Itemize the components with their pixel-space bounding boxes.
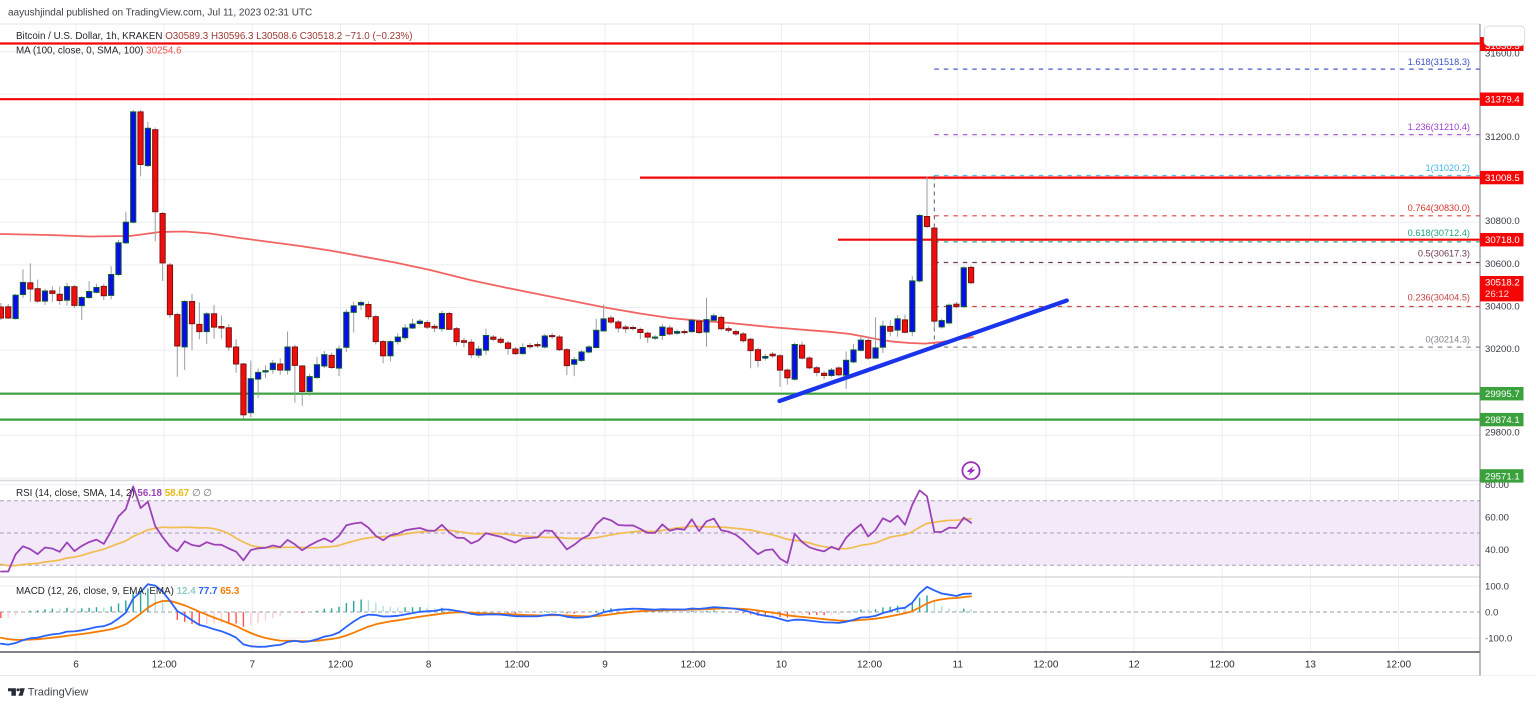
svg-text:0.5(30617.3): 0.5(30617.3) <box>1418 248 1470 258</box>
svg-text:10: 10 <box>776 660 788 671</box>
svg-text:30800.0: 30800.0 <box>1485 216 1520 227</box>
svg-text:31638.3: 31638.3 <box>1485 41 1520 52</box>
svg-text:80.00: 80.00 <box>1485 480 1509 491</box>
svg-text:0(30214.3): 0(30214.3) <box>1426 335 1470 345</box>
svg-text:30600.0: 30600.0 <box>1485 259 1520 270</box>
svg-text:30400.0: 30400.0 <box>1485 302 1520 313</box>
svg-text:30200.0: 30200.0 <box>1485 344 1520 355</box>
svg-text:12:00: 12:00 <box>681 660 706 671</box>
svg-text:12: 12 <box>1128 660 1140 671</box>
svg-text:8: 8 <box>426 660 432 671</box>
svg-text:60.00: 60.00 <box>1485 513 1509 524</box>
svg-text:0.0: 0.0 <box>1485 608 1498 619</box>
svg-text:29571.1: 29571.1 <box>1485 471 1520 482</box>
svg-text:13: 13 <box>1305 660 1317 671</box>
svg-text:26:12: 26:12 <box>1485 289 1509 300</box>
svg-text:12:00: 12:00 <box>328 660 353 671</box>
svg-text:0.236(30404.5): 0.236(30404.5) <box>1408 292 1470 302</box>
svg-text:Bitcoin / U.S. Dollar, 1h, KRA: Bitcoin / U.S. Dollar, 1h, KRAKEN O30589… <box>16 31 413 42</box>
svg-text:1(31020.2): 1(31020.2) <box>1426 163 1470 173</box>
svg-text:29874.1: 29874.1 <box>1485 415 1520 426</box>
svg-text:12:00: 12:00 <box>857 660 882 671</box>
svg-text:11: 11 <box>953 660 964 671</box>
svg-text:12:00: 12:00 <box>1210 660 1235 671</box>
svg-text:RSI (14, close, SMA, 14, 2) 56: RSI (14, close, SMA, 14, 2) 56.18 58.67 … <box>16 488 212 499</box>
svg-text:29800.0: 29800.0 <box>1485 428 1520 439</box>
svg-text:100.0: 100.0 <box>1485 582 1509 593</box>
svg-text:1.236(31210.4): 1.236(31210.4) <box>1408 122 1470 132</box>
svg-text:0.764(30830.0): 0.764(30830.0) <box>1408 203 1470 213</box>
svg-text:12:00: 12:00 <box>152 660 177 671</box>
svg-text:TradingView: TradingView <box>28 687 89 699</box>
svg-text:31200.0: 31200.0 <box>1485 132 1520 143</box>
svg-text:30718.0: 30718.0 <box>1485 235 1520 246</box>
svg-text:MACD (12, 26, close, 9, EMA, E: MACD (12, 26, close, 9, EMA, EMA) 12.4 7… <box>16 586 240 597</box>
svg-text:6: 6 <box>73 660 79 671</box>
svg-text:12:00: 12:00 <box>1386 660 1411 671</box>
svg-text:31379.4: 31379.4 <box>1485 95 1520 106</box>
svg-text:12:00: 12:00 <box>1033 660 1058 671</box>
svg-text:7: 7 <box>250 660 256 671</box>
svg-text:-100.0: -100.0 <box>1485 634 1512 645</box>
svg-text:aayushjindal published on Trad: aayushjindal published on TradingView.co… <box>8 8 312 19</box>
svg-text:40.00: 40.00 <box>1485 545 1509 556</box>
svg-text:31008.5: 31008.5 <box>1485 173 1520 184</box>
svg-text:30518.2: 30518.2 <box>1485 278 1520 289</box>
svg-text:MA (100, close, 0, SMA, 100): MA (100, close, 0, SMA, 100) 30254.6 <box>16 46 182 57</box>
svg-text:0.618(30712.4): 0.618(30712.4) <box>1408 228 1470 238</box>
svg-text:12:00: 12:00 <box>504 660 529 671</box>
svg-text:9: 9 <box>602 660 608 671</box>
svg-text:29995.7: 29995.7 <box>1485 389 1520 400</box>
svg-text:1.618(31518.3): 1.618(31518.3) <box>1408 57 1470 67</box>
svg-text:31600.0: 31600.0 <box>1485 49 1520 60</box>
